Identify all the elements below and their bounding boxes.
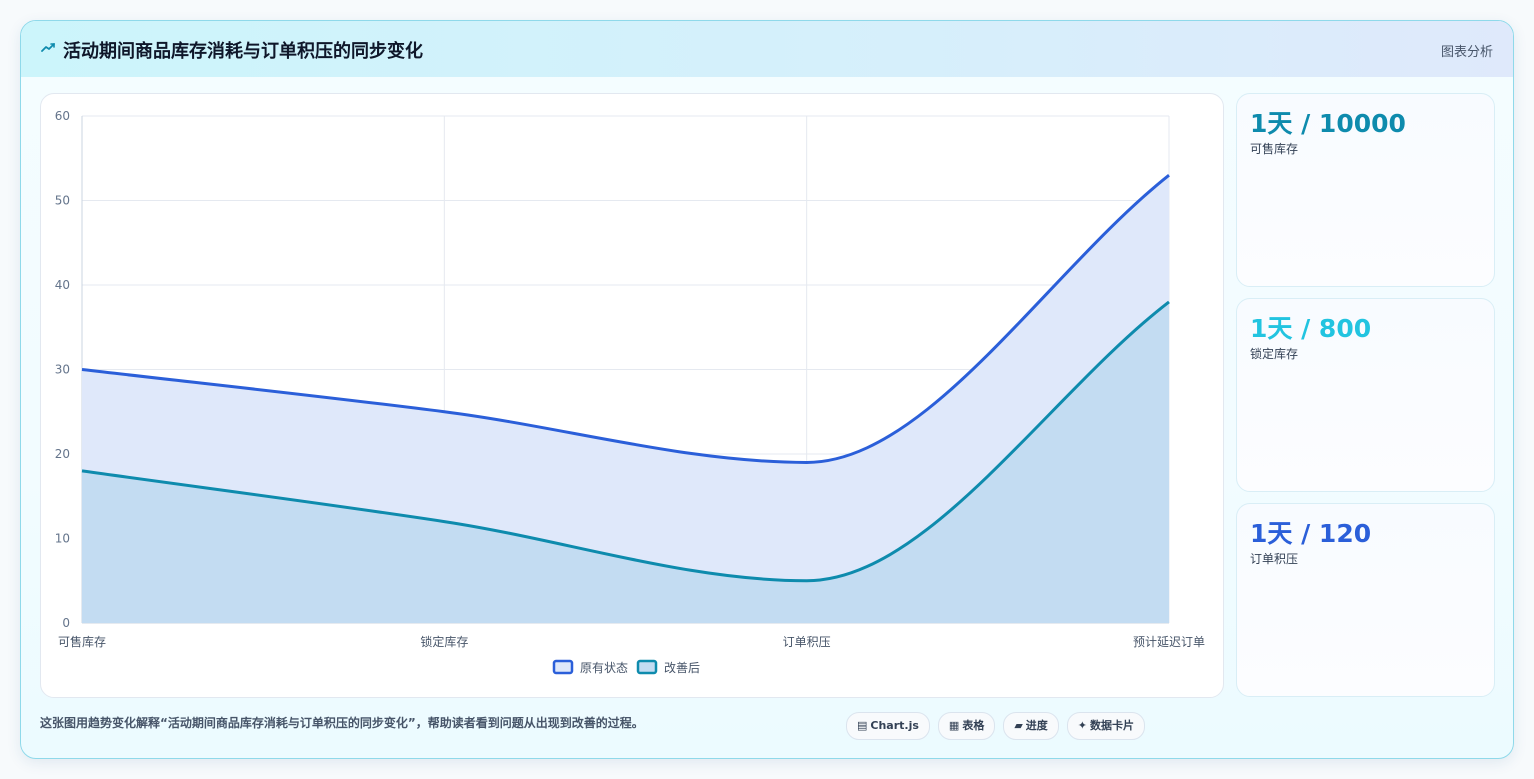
- kpi-card-available-stock: 1天 / 10000 可售库存: [1236, 93, 1495, 287]
- chip-table[interactable]: ▦ 表格: [937, 712, 996, 740]
- series-line-1: [81, 300, 1170, 583]
- legend-swatch: [552, 659, 574, 675]
- chart-panel: 0 10 20 30 40 50 60 可售库存 锁定库存 订单积压 预计延迟订单原有状态 改善后: [40, 93, 1224, 698]
- kpi-value: 1天 / 10000: [1250, 109, 1406, 138]
- chip-label: 表格: [962, 719, 985, 732]
- chip-label: 进度: [1025, 719, 1048, 732]
- legend-label: 改善后: [664, 660, 700, 675]
- series-area-1: [82, 301, 1169, 623]
- chart-description: 这张图用趋势变化解释“活动期间商品库存消耗与订单积压的同步变化”，帮助读者看到问…: [40, 716, 644, 730]
- kpi-label: 订单积压: [1250, 552, 1299, 566]
- sparkle-icon: ✦: [1077, 719, 1088, 732]
- kpi-value: 1天 / 800: [1250, 314, 1372, 343]
- y-tick-label: 0: [62, 616, 70, 630]
- chip-label: 数据卡片: [1090, 719, 1135, 732]
- card-header: 活动期间商品库存消耗与订单积压的同步变化 图表分析: [21, 21, 1513, 77]
- chart-analysis-link[interactable]: 图表分析: [1440, 45, 1493, 60]
- trend-icon: [41, 43, 55, 52]
- report-card: 活动期间商品库存消耗与订单积压的同步变化 图表分析 0 10 20 30 40 50 60 可…: [20, 20, 1514, 759]
- y-tick-label: 20: [55, 447, 70, 461]
- kpi-card-locked-stock: 1天 / 800 锁定库存: [1236, 298, 1495, 492]
- kpi-label: 可售库存: [1250, 142, 1299, 156]
- page-title: 活动期间商品库存消耗与订单积压的同步变化: [63, 41, 423, 62]
- kpi-card-order-backlog: 1天 / 120 订单积压: [1236, 503, 1495, 697]
- legend-swatch: [636, 659, 658, 675]
- legend-label: 原有状态: [580, 661, 628, 675]
- chip-progress[interactable]: ▰ 进度: [1003, 712, 1059, 740]
- x-tick-label: 订单积压: [783, 635, 831, 649]
- x-tick-label: 预计延迟订单: [1133, 635, 1205, 649]
- kpi-value: 1天 / 120: [1250, 519, 1372, 548]
- y-tick-label: 10: [55, 532, 70, 546]
- y-tick-label: 60: [55, 109, 70, 123]
- chart-icon: ▤: [857, 719, 868, 732]
- x-tick-label: 可售库存: [58, 634, 106, 649]
- y-tick-label: 30: [55, 363, 70, 377]
- y-tick-label: 50: [55, 194, 70, 208]
- kpi-label: 锁定库存: [1250, 347, 1299, 361]
- table-icon: ▦: [948, 719, 960, 732]
- chip-label: Chart.js: [870, 719, 919, 732]
- series-line-0: [81, 173, 1170, 464]
- tech-chips: ▤ Chart.js ▦ 表格 ▰ 进度 ✦ 数据卡片: [846, 712, 1146, 740]
- x-tick-label: 锁定库存: [420, 634, 468, 649]
- y-tick-label: 40: [55, 278, 70, 292]
- progress-icon: ▰: [1014, 719, 1023, 732]
- chip-chartjs[interactable]: ▤ Chart.js: [846, 712, 930, 740]
- chip-data-cards[interactable]: ✦ 数据卡片: [1066, 712, 1146, 740]
